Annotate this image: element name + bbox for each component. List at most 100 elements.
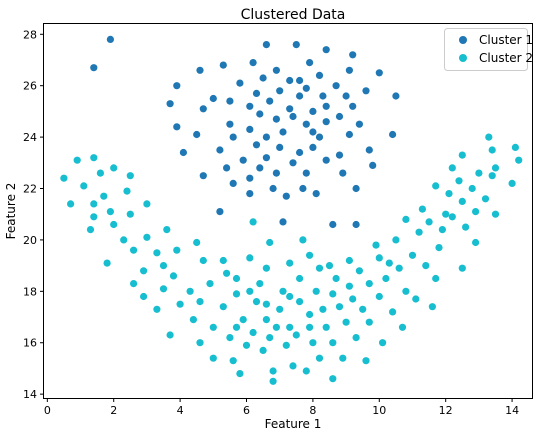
data-point-cluster-2 <box>329 375 337 383</box>
data-point-cluster-2 <box>418 205 426 213</box>
data-point-cluster-1 <box>269 184 277 193</box>
data-point-cluster-2 <box>60 174 68 182</box>
data-point-cluster-2 <box>110 220 118 229</box>
data-point-cluster-1 <box>282 192 290 200</box>
data-point-cluster-2 <box>315 354 324 362</box>
data-point-cluster-2 <box>120 236 128 244</box>
data-point-cluster-2 <box>199 256 207 265</box>
y-tick-label: 18 <box>23 285 37 298</box>
data-point-cluster-2 <box>262 264 270 272</box>
data-point-cluster-1 <box>335 151 344 159</box>
data-point-cluster-1 <box>262 41 270 49</box>
data-point-cluster-2 <box>445 190 453 198</box>
data-point-cluster-2 <box>219 256 227 265</box>
data-point-cluster-2 <box>488 146 496 154</box>
x-tick-label: 0 <box>44 404 51 417</box>
data-point-cluster-2 <box>292 331 300 339</box>
data-point-cluster-2 <box>345 256 353 265</box>
data-point-cluster-2 <box>329 290 337 298</box>
data-point-cluster-1 <box>375 69 383 77</box>
data-point-cluster-1 <box>90 64 98 72</box>
data-point-cluster-1 <box>179 148 187 157</box>
data-point-cluster-1 <box>246 102 254 110</box>
data-point-cluster-1 <box>216 146 224 154</box>
data-point-cluster-2 <box>415 228 423 236</box>
data-point-cluster-2 <box>395 264 403 272</box>
data-point-cluster-2 <box>448 164 456 172</box>
data-point-cluster-1 <box>392 92 400 100</box>
data-point-cluster-1 <box>219 61 227 69</box>
data-point-cluster-2 <box>296 274 304 283</box>
data-point-cluster-2 <box>365 280 373 288</box>
data-point-cluster-1 <box>292 41 300 49</box>
data-point-cluster-2 <box>468 184 476 193</box>
data-point-cluster-1 <box>289 159 297 167</box>
data-point-cluster-1 <box>306 59 314 67</box>
data-point-cluster-2 <box>365 318 373 326</box>
data-point-cluster-2 <box>309 339 317 347</box>
data-point-cluster-1 <box>389 130 397 139</box>
data-point-cluster-2 <box>126 210 134 218</box>
legend-marker-cluster-2 <box>459 54 467 62</box>
data-point-cluster-2 <box>286 292 294 301</box>
x-tick-label: 12 <box>439 404 453 417</box>
data-point-cluster-1 <box>299 184 307 193</box>
data-point-cluster-2 <box>143 233 151 241</box>
data-point-cluster-1 <box>249 59 257 67</box>
x-tick-label: 2 <box>110 404 117 417</box>
data-point-cluster-2 <box>206 280 214 288</box>
data-point-cluster-2 <box>475 169 483 177</box>
data-point-cluster-1 <box>226 120 234 128</box>
data-point-cluster-1 <box>309 107 317 115</box>
data-point-cluster-2 <box>196 339 204 347</box>
data-point-cluster-2 <box>372 241 380 249</box>
data-point-cluster-2 <box>355 267 363 275</box>
data-point-cluster-1 <box>289 112 297 121</box>
data-point-cluster-2 <box>339 354 347 362</box>
data-point-cluster-1 <box>266 97 274 105</box>
data-point-cluster-1 <box>302 120 310 128</box>
data-point-cluster-1 <box>246 174 254 182</box>
data-point-cluster-1 <box>312 190 320 198</box>
data-point-cluster-2 <box>242 341 251 349</box>
data-point-cluster-2 <box>306 323 314 331</box>
data-point-cluster-2 <box>153 305 161 313</box>
data-point-cluster-2 <box>90 200 98 208</box>
data-point-cluster-1 <box>296 92 304 100</box>
data-point-cluster-1 <box>259 74 267 82</box>
data-point-cluster-1 <box>256 110 264 118</box>
data-point-cluster-2 <box>306 251 314 259</box>
data-point-cluster-1 <box>246 190 254 198</box>
data-point-cluster-2 <box>375 292 383 301</box>
data-point-cluster-2 <box>286 323 294 331</box>
data-point-cluster-2 <box>312 287 320 295</box>
data-point-cluster-2 <box>462 223 470 231</box>
y-tick-label: 16 <box>23 337 37 350</box>
data-point-cluster-2 <box>485 133 493 141</box>
data-point-cluster-1 <box>272 66 280 74</box>
data-point-cluster-1 <box>223 164 231 172</box>
data-point-cluster-1 <box>286 105 294 113</box>
x-tick-label: 14 <box>505 404 519 417</box>
data-point-cluster-2 <box>375 254 383 262</box>
data-point-cluster-2 <box>472 208 480 216</box>
data-point-cluster-1 <box>315 133 324 141</box>
data-point-cluster-2 <box>166 331 174 339</box>
data-point-cluster-2 <box>266 334 274 342</box>
data-point-cluster-1 <box>302 169 310 177</box>
data-point-cluster-2 <box>455 177 463 185</box>
x-axis-label: Feature 1 <box>265 417 322 431</box>
data-point-cluster-2 <box>232 290 241 298</box>
data-point-cluster-2 <box>259 346 267 354</box>
data-point-cluster-1 <box>279 218 287 226</box>
data-point-cluster-1 <box>256 164 264 172</box>
data-point-cluster-2 <box>289 362 297 370</box>
data-point-cluster-1 <box>173 123 181 131</box>
y-tick-label: 22 <box>23 183 37 196</box>
data-point-cluster-2 <box>130 280 138 288</box>
data-point-cluster-2 <box>86 226 95 234</box>
data-point-cluster-1 <box>216 208 224 216</box>
data-point-cluster-2 <box>239 316 247 324</box>
data-point-cluster-1 <box>322 46 330 54</box>
